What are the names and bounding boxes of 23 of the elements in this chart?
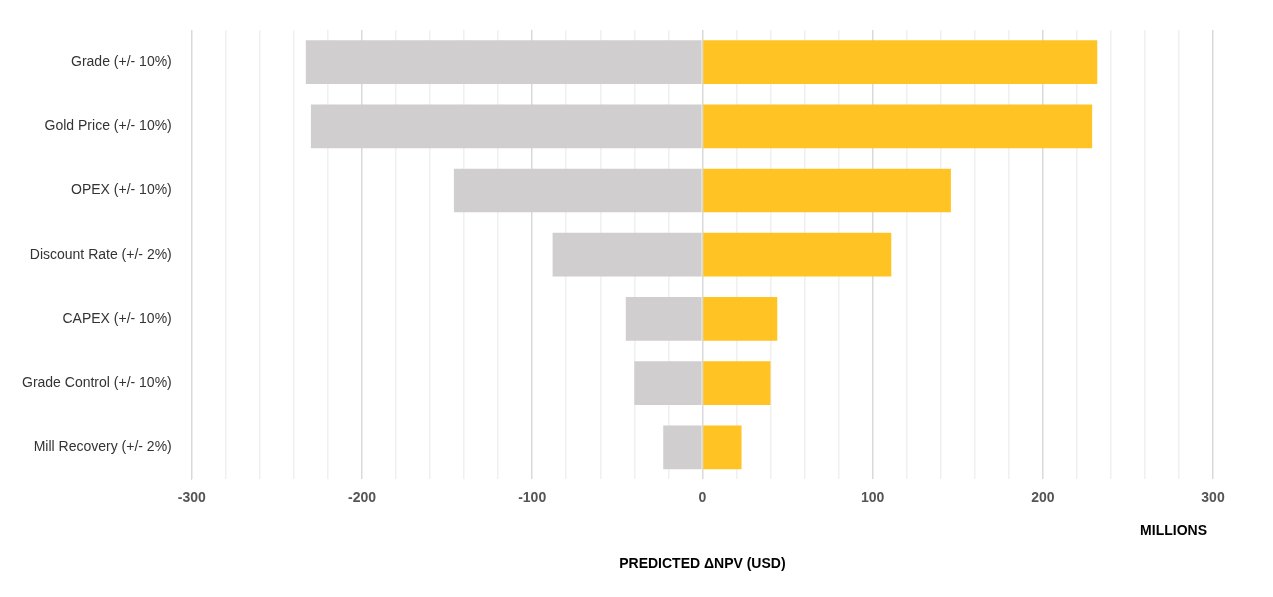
- bar: [703, 425, 742, 470]
- bar: [703, 297, 778, 341]
- text: MILLIONS: [1140, 522, 1207, 539]
- x-tick-label: 200: [1031, 488, 1055, 505]
- x-tick-label: -300: [177, 488, 206, 505]
- x-tick-label: -200: [347, 488, 377, 505]
- y-tick-label: Grade Control (+/- 10%): [21, 373, 172, 390]
- bar: [703, 168, 951, 213]
- x-tick-label: 100: [860, 488, 885, 505]
- bar: [703, 232, 892, 277]
- y-tick-label: Mill Recovery (+/- 2%): [33, 438, 172, 455]
- bar: [703, 40, 1098, 84]
- x-tick-label: 0: [698, 488, 707, 505]
- bar: [703, 104, 1093, 149]
- y-tick-label: Discount Rate (+/- 2%): [29, 245, 172, 262]
- y-tick-label: Gold Price (+/- 10%): [44, 117, 172, 134]
- y-tick-label: Grade (+/- 10%): [71, 52, 172, 69]
- y-tick-label: CAPEX (+/- 10%): [62, 309, 172, 326]
- x-axis-title: PREDICTED ΔNPV (USD): [619, 555, 786, 572]
- x-tick-label: -100: [518, 488, 547, 505]
- x-tick-label: 300: [1201, 488, 1225, 505]
- y-tick-label: OPEX (+/- 10%): [71, 181, 172, 198]
- bar: [703, 361, 771, 405]
